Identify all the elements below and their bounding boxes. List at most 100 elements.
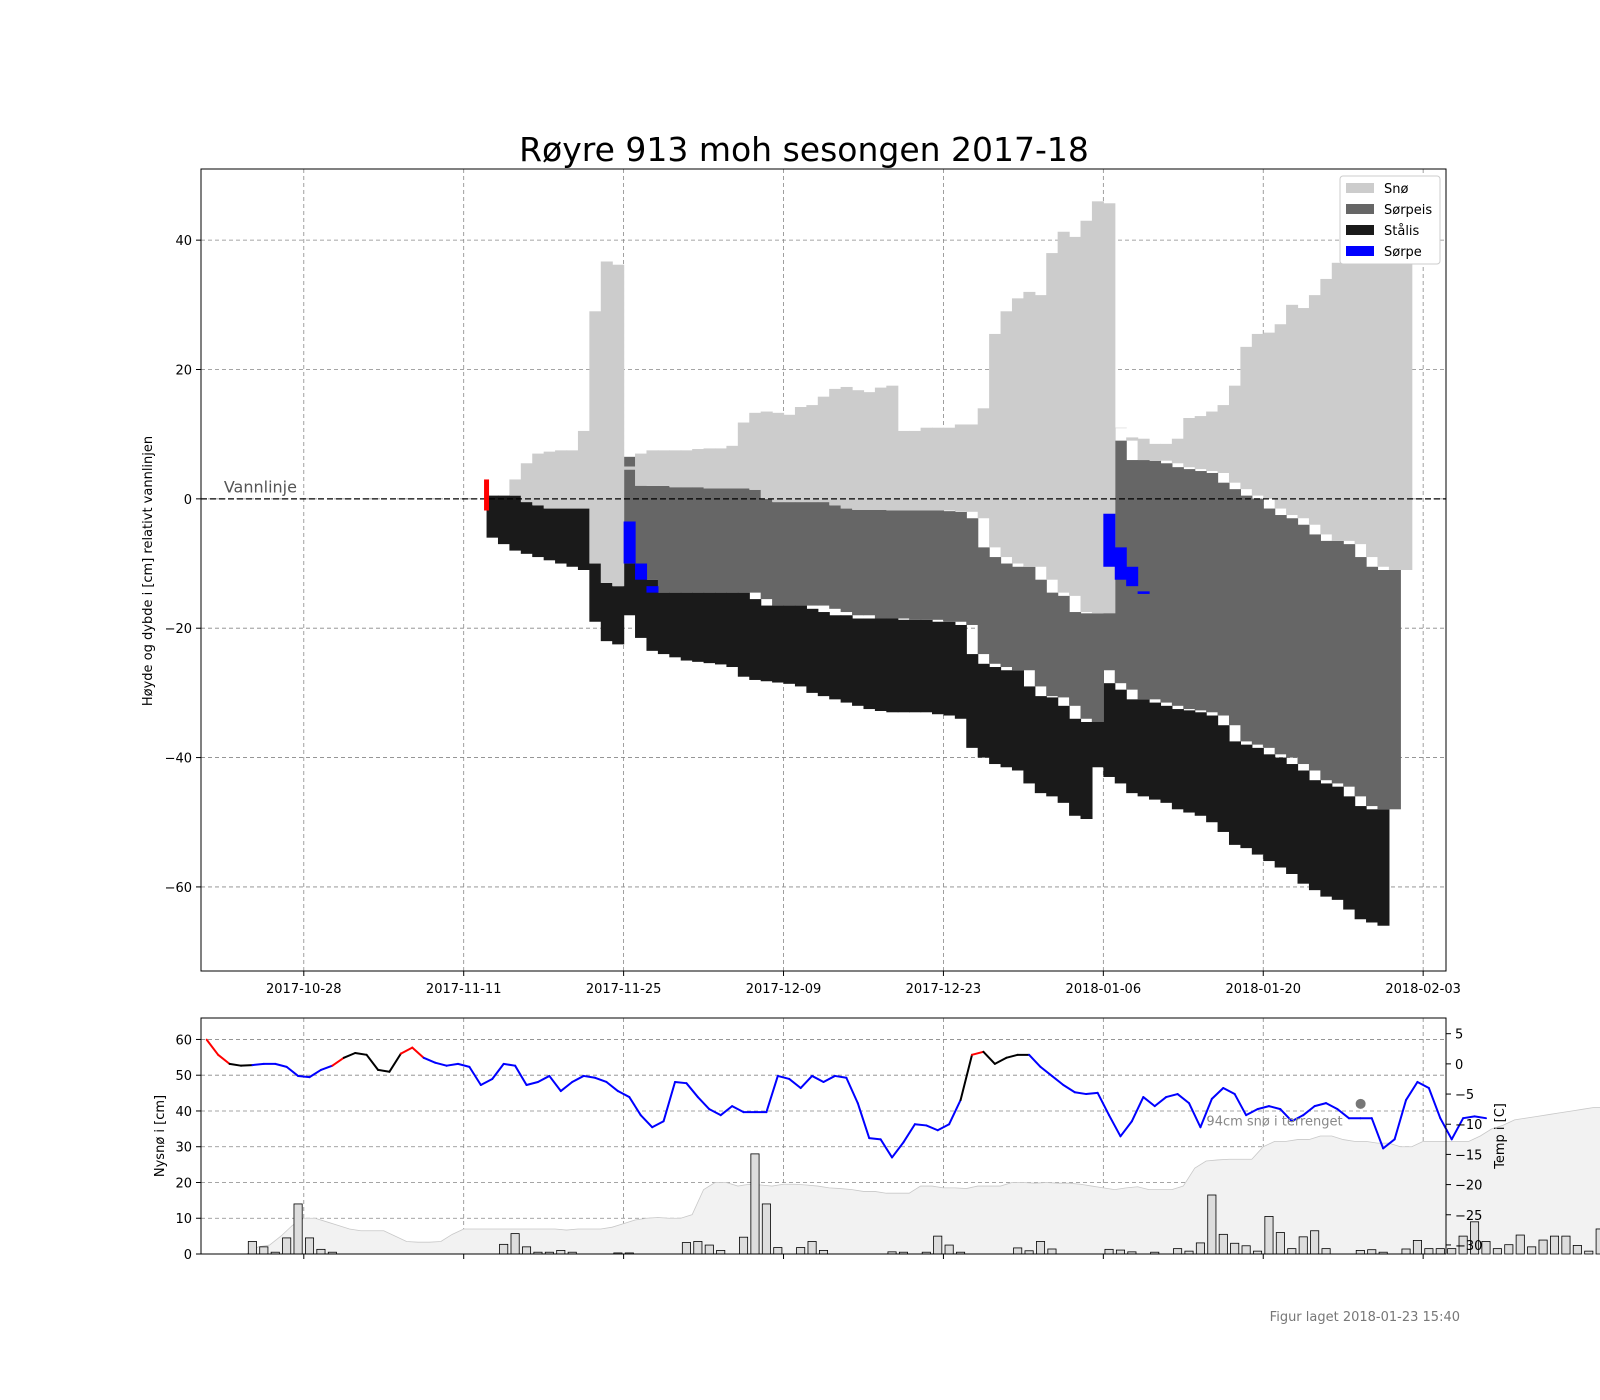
column-Stålis [966, 654, 979, 748]
temperature-segment [1245, 1108, 1259, 1117]
temperature-segment [411, 1046, 425, 1059]
column-Snø [840, 386, 853, 509]
temperature-segment [856, 1102, 871, 1140]
temperature-segment [331, 1056, 345, 1067]
temperature-segment [719, 1105, 734, 1117]
temperature-segment [662, 1080, 677, 1123]
column-Sørpe [1137, 591, 1150, 594]
temperature-segment [274, 1062, 288, 1068]
column-Snø [1160, 443, 1173, 461]
sub-y2-axis-label: Temp i [C] [1493, 1103, 1508, 1170]
column-Stålis [1286, 764, 1299, 874]
column-Stålis [1080, 721, 1093, 820]
legend-label-slush: Sørpe [1384, 245, 1422, 260]
temperature-segment [1325, 1102, 1339, 1111]
column-Stålis [1320, 783, 1333, 897]
new-snow-bar [1013, 1247, 1023, 1255]
column-Stålis [600, 582, 613, 642]
column-Snø [1194, 416, 1207, 470]
new-snow-bar [1173, 1248, 1183, 1255]
column-Stålis [886, 618, 899, 713]
column-Stålis [635, 563, 648, 638]
temperature-segment [1370, 1117, 1385, 1150]
column-Sørpeis [1228, 489, 1242, 726]
new-snow-bar [1287, 1248, 1297, 1255]
column-Sørpeis [1000, 563, 1013, 668]
column-Sørpeis [749, 489, 762, 593]
column-Sørpeis [1149, 460, 1162, 700]
column-Stålis [1331, 786, 1344, 900]
snow-depth-marker [1355, 1098, 1366, 1109]
new-snow-bar [1435, 1248, 1445, 1255]
new-snow-bar [704, 1244, 714, 1255]
column-Stålis [1274, 757, 1287, 868]
sub-chart: 94cm snø i terrenget 0102030405060−30−25… [153, 1017, 1600, 1263]
new-snow-bar [1504, 1244, 1514, 1255]
column-Sørpeis [1217, 482, 1230, 716]
column-Snø [635, 453, 648, 486]
column-Snø [1217, 405, 1230, 473]
sub-y-tick-label: 0 [184, 1248, 192, 1263]
column-Snø [1274, 324, 1287, 509]
chart-title: Røyre 913 moh sesongen 2017-18 [519, 130, 1089, 169]
new-snow-bar [693, 1241, 703, 1255]
temperature-segment [1188, 1102, 1202, 1129]
column-Snø [657, 450, 670, 486]
column-Snø [1183, 418, 1196, 468]
temperature-segment [548, 1074, 562, 1093]
column-Stålis [1194, 712, 1207, 816]
column-Stålis [1354, 806, 1367, 920]
temperature-segment [1062, 1083, 1076, 1094]
temperature-segment [456, 1062, 471, 1068]
new-snow-bar [1572, 1245, 1582, 1255]
temperature-segment [1039, 1065, 1053, 1077]
sub-y2-tick-label: −5 [1455, 1088, 1474, 1103]
new-snow-bar [1036, 1241, 1046, 1255]
temperature-segment [708, 1108, 722, 1117]
column-Stålis [646, 579, 659, 651]
temperature-segment [594, 1076, 608, 1083]
column-Stålis [703, 592, 716, 664]
column-Sørpeis [932, 510, 945, 620]
temperature-segment [205, 1038, 220, 1056]
column-Stålis [612, 586, 625, 645]
new-snow-bar [1515, 1234, 1525, 1255]
column-Stålis [714, 592, 728, 665]
column-Stålis [532, 505, 545, 558]
temperature-segment [228, 1062, 242, 1067]
temperature-segment [559, 1080, 574, 1093]
column-Stålis [977, 663, 990, 758]
column-Stålis [1228, 741, 1242, 845]
column-Snø [726, 445, 739, 489]
column-Sørpeis [1263, 508, 1276, 748]
temperature-segment [525, 1080, 539, 1086]
column-Snø [692, 449, 705, 488]
temperature-segment [902, 1123, 916, 1144]
column-Stålis [1251, 747, 1264, 855]
new-snow-bar [761, 1203, 771, 1255]
column-Stålis [840, 615, 853, 703]
main-y-tick-label: 0 [184, 493, 192, 508]
temperature-segment [1233, 1093, 1248, 1117]
temperature-segment [788, 1077, 802, 1090]
column-Snø [954, 424, 967, 512]
column-Snø [1137, 438, 1150, 461]
column-Stålis [1171, 709, 1184, 810]
column-Snø [623, 466, 636, 470]
temperature-segment [1462, 1115, 1476, 1120]
snow-depth-label: 94cm snø i terrenget [1206, 1115, 1342, 1130]
temperature-segment [1382, 1138, 1396, 1150]
column-Snø [886, 385, 899, 511]
column-Sørpeis [920, 510, 933, 620]
column-Snø [680, 450, 693, 488]
temperature-segment [651, 1120, 665, 1129]
temperature-segment [1085, 1091, 1099, 1096]
column-Sørpeis [1194, 471, 1207, 711]
column-Snø [566, 450, 579, 509]
new-snow-bar [1241, 1245, 1251, 1255]
column-Snø [1114, 427, 1127, 429]
legend-swatch-black-ice [1346, 225, 1374, 235]
column-Sørpeis [1388, 570, 1401, 810]
column-Stålis [1297, 770, 1310, 884]
new-snow-bar [1595, 1228, 1600, 1255]
